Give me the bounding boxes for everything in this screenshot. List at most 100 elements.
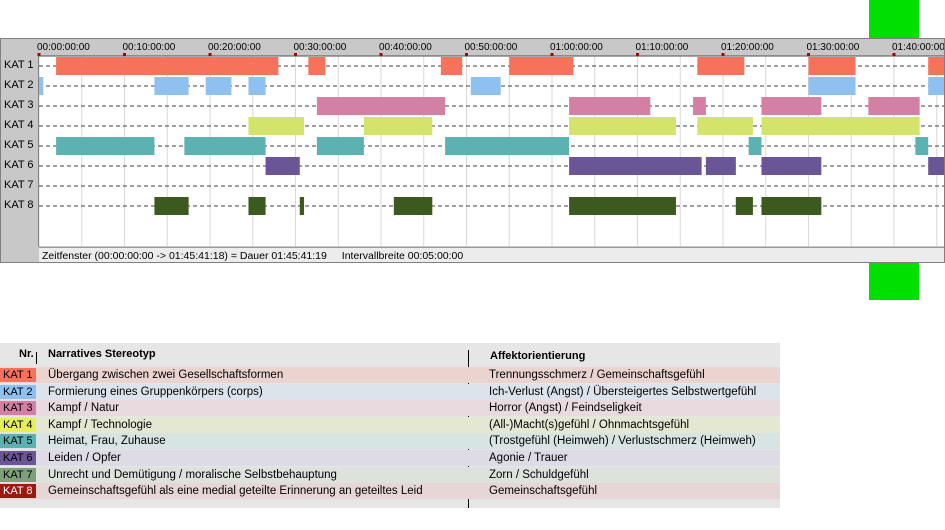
legend-row: KAT 3 Kampf / Natur Horror (Angst) / Feind… xyxy=(0,400,780,417)
stereotyp-cell: Heimat, Frau, Zuhause xyxy=(48,435,166,448)
green-marker-top xyxy=(869,0,919,38)
segment-kat-6[interactable] xyxy=(761,157,822,175)
row-label-kat-2: KAT 2 xyxy=(4,79,34,91)
segment-kat-2[interactable] xyxy=(39,77,44,95)
affekt-cell: Zorn / Schuldgefühl xyxy=(489,468,589,481)
affekt-cell: Trennungsschmerz / Gemeinschaftsgefühl xyxy=(489,369,705,381)
tick-marker xyxy=(721,53,725,56)
zeitfenster-text: Zeitfenster (00:00:00:00 -> 01:45:41:18)… xyxy=(42,250,327,262)
row-label-kat-3: KAT 3 xyxy=(4,99,34,111)
segment-kat-6[interactable] xyxy=(569,157,702,175)
header-divider xyxy=(36,352,37,364)
segment-kat-8[interactable] xyxy=(248,197,266,215)
segment-kat-5[interactable] xyxy=(445,137,570,155)
stereotyp-cell: Übergang zwischen zwei Gesellschaftsform… xyxy=(48,369,284,381)
segment-kat-2[interactable] xyxy=(154,77,189,95)
segment-kat-2[interactable] xyxy=(470,77,501,95)
legend-row: KAT 8 Gemeinschaftsgefühl als eine medial… xyxy=(0,483,780,500)
segment-kat-1[interactable] xyxy=(808,57,856,75)
segment-kat-1[interactable] xyxy=(928,57,945,75)
tick-marker xyxy=(294,53,297,56)
tick-label: 01:00:00:00 xyxy=(550,42,603,53)
tick-label: 00:00:00:00 xyxy=(37,42,90,53)
kat-badge: KAT 4 xyxy=(0,417,36,432)
segment-kat-1[interactable] xyxy=(308,57,326,75)
green-marker-bottom xyxy=(869,263,919,300)
legend-row: KAT 5 Heimat, Frau, Zuhause (Trostgefühl (… xyxy=(0,433,780,450)
segment-kat-8[interactable] xyxy=(761,197,822,215)
segment-kat-1[interactable] xyxy=(697,57,745,75)
segment-kat-3[interactable] xyxy=(868,97,920,115)
segment-kat-1[interactable] xyxy=(509,57,574,75)
tick-marker xyxy=(807,53,810,56)
tick-label: 00:50:00:00 xyxy=(464,42,518,53)
affekt-cell: Agonie / Trauer xyxy=(489,452,568,464)
segment-kat-1[interactable] xyxy=(440,57,463,75)
tick-marker xyxy=(123,53,126,56)
segment-kat-2[interactable] xyxy=(205,77,232,95)
segment-kat-4[interactable] xyxy=(363,117,433,135)
segment-kat-4[interactable] xyxy=(248,117,305,135)
segment-kat-6[interactable] xyxy=(265,157,300,175)
legend-header-stereotyp: Narratives Stereotyp xyxy=(48,348,156,360)
row-label-kat-7: KAT 7 xyxy=(4,179,34,191)
affekt-cell: Gemeinschaftsgefühl xyxy=(489,485,598,498)
legend-header-nr: Nr. xyxy=(19,348,34,360)
segment-kat-6[interactable] xyxy=(928,157,945,175)
segment-kat-5[interactable] xyxy=(316,137,364,155)
segment-kat-8[interactable] xyxy=(393,197,433,215)
status-bar: Zeitfenster (00:00:00:00 -> 01:45:41:18)… xyxy=(39,247,944,262)
segment-kat-2[interactable] xyxy=(248,77,266,95)
tick-label: 01:20:00:00 xyxy=(721,42,774,53)
stereotyp-cell: Kampf / Natur xyxy=(48,402,119,415)
legend-table: Nr. Narratives Stereotyp Affektorientier… xyxy=(0,343,780,508)
segment-kat-3[interactable] xyxy=(316,97,446,115)
legend-row: KAT 1 Übergang zwischen zwei Gesellschaft… xyxy=(0,367,780,383)
segment-kat-5[interactable] xyxy=(56,137,155,155)
timeline-canvas[interactable] xyxy=(1,39,945,263)
segment-kat-4[interactable] xyxy=(697,117,753,135)
affekt-cell: Ich-Verlust (Angst) / Übersteigertes Sel… xyxy=(489,385,757,398)
tick-label: 01:40:00:00 xyxy=(892,42,945,53)
segment-kat-8[interactable] xyxy=(735,197,753,215)
segment-kat-5[interactable] xyxy=(915,137,929,155)
segment-kat-4[interactable] xyxy=(569,117,676,135)
row-label-kat-8: KAT 8 xyxy=(4,199,34,211)
tick-marker xyxy=(550,53,554,56)
stereotyp-cell: Leiden / Opfer xyxy=(48,452,121,464)
tick-label: 00:20:00:00 xyxy=(208,42,261,53)
segment-kat-8[interactable] xyxy=(569,197,676,215)
row-label-kat-5: KAT 5 xyxy=(4,139,34,151)
segment-kat-2[interactable] xyxy=(808,77,856,95)
segment-kat-3[interactable] xyxy=(693,97,706,115)
kat-badge: KAT 8 xyxy=(0,484,36,499)
segment-kat-5[interactable] xyxy=(748,137,762,155)
segment-kat-3[interactable] xyxy=(569,97,651,115)
tick-label: 00:30:00:00 xyxy=(293,42,347,53)
segment-kat-1[interactable] xyxy=(56,57,279,75)
legend-row: KAT 6 Leiden / Opfer Agonie / Trauer xyxy=(0,450,780,466)
affekt-cell: Horror (Angst) / Feindseligkeit xyxy=(489,402,642,415)
tick-marker xyxy=(465,53,468,56)
segment-kat-3[interactable] xyxy=(761,97,822,115)
row-label-kat-4: KAT 4 xyxy=(4,119,34,131)
legend-row: KAT 4 Kampf / Technologie (All-)Macht(s)ge… xyxy=(0,416,780,433)
kat-badge: KAT 2 xyxy=(0,384,36,399)
kat-badge: KAT 3 xyxy=(0,401,36,416)
segment-kat-6[interactable] xyxy=(705,157,736,175)
segment-kat-4[interactable] xyxy=(761,117,920,135)
tick-marker xyxy=(37,53,41,56)
kat-badge: KAT 5 xyxy=(0,434,36,449)
segment-kat-8[interactable] xyxy=(299,197,305,215)
tick-label: 01:10:00:00 xyxy=(635,42,689,53)
affekt-cell: (All-)Macht(s)gefühl / Ohnmachtsgefühl xyxy=(489,418,690,431)
stereotyp-cell: Kampf / Technologie xyxy=(48,418,152,431)
stereotyp-cell: Gemeinschaftsgefühl als eine medial gete… xyxy=(48,485,423,498)
tick-label: 00:40:00:00 xyxy=(379,42,432,53)
segment-kat-2[interactable] xyxy=(928,77,945,95)
timeline-panel[interactable]: 00:00:00:00 00:10:00:00 00:20:00:00 00:30:0… xyxy=(0,38,945,263)
legend-row: KAT 7 Unrecht und Demütigung / moralische… xyxy=(0,466,780,483)
kat-badge: KAT 7 xyxy=(0,467,36,482)
segment-kat-5[interactable] xyxy=(184,137,266,155)
segment-kat-8[interactable] xyxy=(154,197,189,215)
